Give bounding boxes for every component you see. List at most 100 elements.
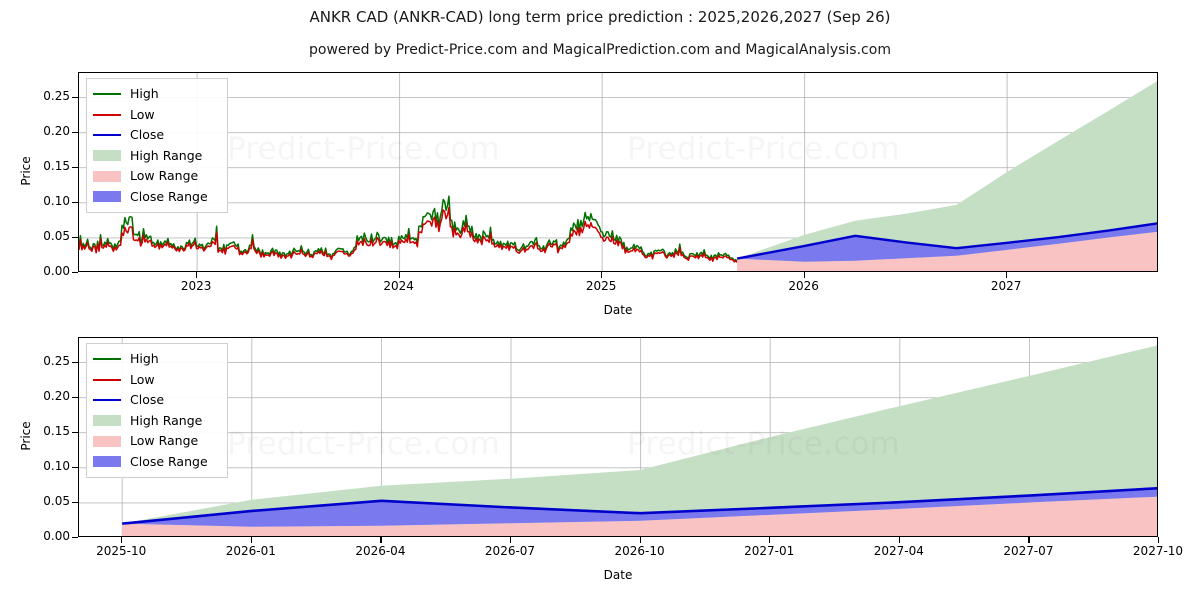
bottom-x-tick: 2027-10: [1132, 544, 1184, 558]
bottom-x-tick: 2027-01: [744, 544, 795, 558]
top-x-tickmark: [398, 272, 400, 278]
bottom-legend-line-swatch: [93, 399, 121, 402]
top-y-tickmark: [72, 236, 78, 239]
top-y-tick: 0.05: [43, 228, 70, 243]
top-x-tick: 2023: [180, 279, 212, 293]
page-title: ANKR CAD (ANKR-CAD) long term price pred…: [309, 8, 891, 26]
top-x-tickmark: [1006, 272, 1008, 278]
top-y-tickmark: [72, 131, 78, 133]
bottom-x-tickmark: [898, 537, 901, 543]
top-legend-label: Close: [130, 127, 165, 142]
bottom-legend-patch-swatch: [93, 435, 121, 447]
bottom-legend-label: High: [130, 351, 159, 366]
bottom-x-tickmark: [510, 537, 512, 543]
bottom-x-tick: 2025-10: [96, 544, 147, 558]
top-legend-label: Close Range: [130, 188, 208, 204]
top-plot-area[interactable]: Predict-Price.com Predict-Price.com: [78, 72, 1158, 272]
top-y-tickmark: [72, 272, 78, 274]
top-y-tick: 0.10: [43, 193, 70, 208]
bottom-legend-patch-swatch: [93, 415, 121, 427]
bottom-legend[interactable]: High Low Close High Range Low Range Close Ran…: [86, 343, 228, 478]
top-x-tick: 2024: [383, 279, 414, 293]
bottom-x-tickmark: [1158, 537, 1160, 543]
top-x-tickmark: [196, 272, 198, 278]
top-legend-line-swatch: [93, 113, 121, 116]
bottom-y-tick: 0.10: [43, 458, 70, 473]
bottom-legend-item-close[interactable]: Close: [93, 390, 219, 411]
top-x-tickmark: [803, 272, 805, 278]
bottom-x-tickmark: [769, 537, 771, 543]
top-legend-item-close[interactable]: Close: [93, 125, 219, 146]
top-legend[interactable]: High Low Close High Range Low Range Close Ran…: [86, 78, 228, 213]
top-y-tickmark: [72, 166, 78, 169]
bottom-x-tick: 2026-07: [484, 544, 536, 558]
bottom-y-tickmark: [72, 396, 78, 398]
bottom-x-tick: 2027-07: [1003, 544, 1054, 558]
bottom-y-tick: 0.20: [43, 388, 70, 403]
bottom-legend-line-swatch: [93, 358, 121, 361]
bottom-legend-item-low[interactable]: Low: [93, 370, 219, 391]
top-x-tick: 2026: [788, 279, 819, 293]
bottom-x-tick: 2027-04: [873, 544, 924, 558]
top-x-tick: 2025: [585, 279, 617, 293]
bottom-plot-area[interactable]: Predict-Price.com Predict-Price.com: [78, 337, 1158, 537]
bottom-x-tickmark: [121, 537, 123, 543]
bottom-y-tickmark: [72, 466, 78, 469]
top-x-tick: 2027: [990, 279, 1022, 293]
bottom-legend-label: Close: [130, 392, 165, 407]
bottom-y-tick: 0.25: [43, 353, 70, 368]
top-legend-item-low[interactable]: Low: [93, 105, 219, 126]
top-chart-svg: [79, 73, 1157, 271]
bottom-legend-label: High Range: [130, 412, 203, 428]
top-legend-label: High: [130, 86, 159, 101]
top-legend-line-swatch: [93, 134, 121, 137]
top-y-tick: 0.20: [43, 123, 70, 138]
bottom-legend-patch-swatch: [93, 456, 121, 468]
bottom-y-tick: 0.05: [43, 493, 70, 508]
top-legend-item-high[interactable]: High: [93, 84, 219, 105]
top-legend-label: Low Range: [130, 168, 199, 183]
bottom-x-tick: 2026-01: [225, 544, 276, 558]
top-y-tick: 0.00: [43, 264, 70, 278]
bottom-legend-item-high[interactable]: High: [93, 349, 219, 370]
bottom-x-tickmark: [250, 537, 253, 543]
top-legend-line-swatch: [93, 93, 121, 96]
bottom-y-tick: 0.15: [43, 423, 70, 438]
bottom-y-tick: 0.00: [43, 529, 70, 543]
top-legend-patch-swatch: [93, 150, 121, 162]
top-legend-item-high-range[interactable]: High Range: [93, 146, 219, 167]
bottom-legend-item-high-range[interactable]: High Range: [93, 411, 219, 432]
top-x-axis-label: Date: [603, 303, 633, 317]
page-subtitle: powered by Predict-Price.com and Magical…: [309, 42, 891, 58]
top-legend-label: Low: [130, 106, 155, 122]
top-legend-label: High Range: [130, 147, 203, 163]
bottom-legend-label: Low: [130, 371, 155, 387]
bottom-y-tickmark: [72, 501, 78, 504]
top-legend-patch-swatch: [93, 170, 121, 182]
top-y-tick: 0.25: [43, 88, 70, 103]
bottom-y-tickmark: [72, 537, 78, 539]
top-x-tickmark: [601, 272, 603, 278]
bottom-x-axis-label: Date: [603, 568, 633, 582]
bottom-legend-item-close-range[interactable]: Close Range: [93, 452, 219, 473]
bottom-x-tickmark: [1028, 537, 1030, 543]
bottom-x-tick: 2026-04: [355, 544, 406, 558]
bottom-x-tickmark: [639, 537, 641, 543]
bottom-x-tick: 2026-10: [614, 544, 665, 558]
bottom-legend-label: Low Range: [130, 433, 199, 448]
bottom-legend-line-swatch: [93, 378, 121, 381]
top-legend-item-low-range[interactable]: Low Range: [93, 166, 219, 187]
bottom-legend-label: Close Range: [130, 453, 208, 469]
bottom-chart-svg: [79, 338, 1157, 536]
top-y-tickmark: [72, 96, 78, 98]
bottom-x-tickmark: [380, 537, 382, 543]
top-legend-item-close-range[interactable]: Close Range: [93, 187, 219, 208]
top-y-tick: 0.15: [43, 158, 70, 173]
top-y-tickmark: [72, 201, 78, 204]
bottom-y-tickmark: [72, 431, 78, 434]
top-legend-patch-swatch: [93, 191, 121, 203]
bottom-legend-item-low-range[interactable]: Low Range: [93, 431, 219, 452]
top-chart-panel: Price 0.00 0.05 0.10 0.15 0.20 0.25 2023 2024 2…: [19, 72, 1158, 317]
